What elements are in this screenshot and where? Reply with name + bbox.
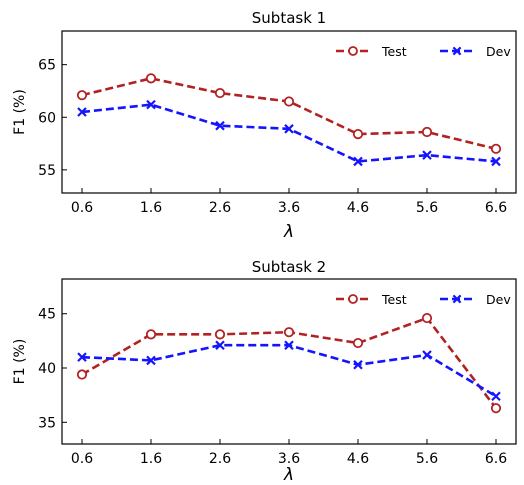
data-point-dev <box>491 156 501 167</box>
y-tick-label: 40 <box>38 361 56 377</box>
chart-title: Subtask 1 <box>252 9 326 27</box>
data-point-test <box>352 337 364 349</box>
data-point-dev <box>422 350 432 360</box>
x-tick-label: 3.6 <box>278 451 300 467</box>
x-tick-label: 6.6 <box>485 200 507 216</box>
data-point-dev <box>284 340 294 350</box>
data-point-test <box>490 143 502 154</box>
series-line-test <box>81 77 497 151</box>
data-point-dev <box>215 340 225 350</box>
x-tick-label: 1.6 <box>140 451 162 467</box>
data-point-test <box>76 369 88 380</box>
x-tick-label: 2.6 <box>209 451 231 467</box>
data-point-test <box>214 329 226 340</box>
x-tick-label: 4.6 <box>347 200 369 216</box>
x-tick-label: 3.6 <box>278 200 300 216</box>
y-tick-label: 35 <box>38 415 56 431</box>
legend-label-test: Test <box>381 292 407 307</box>
chart-title: Subtask 2 <box>252 258 326 276</box>
legend-marker <box>348 294 358 304</box>
legend-label-dev: Dev <box>486 292 511 307</box>
series-line-dev <box>81 343 497 398</box>
chart-panel-1: Subtask 1 0.6 1.6 2.6 3.6 4.6 5.6 6.6 55 60 65 λ F1 … <box>12 9 517 242</box>
x-tick-label: 1.6 <box>140 200 162 216</box>
data-point-test <box>283 327 295 338</box>
data-point-test <box>214 87 226 99</box>
data-point-dev <box>284 124 294 134</box>
data-point-dev <box>215 120 225 131</box>
chart-panel-2: Subtask 2 0.6 1.6 2.6 3.6 4.6 5.6 6.6 35 40 45 λ F1 … <box>12 258 517 485</box>
data-point-dev <box>146 355 156 366</box>
x-tick-label: 5.6 <box>416 200 438 216</box>
data-point-dev <box>77 107 87 117</box>
data-point-dev <box>146 99 156 110</box>
x-tick-label: 0.6 <box>71 200 93 216</box>
legend-marker <box>348 46 358 56</box>
y-axis-label: F1 (%) <box>12 339 28 385</box>
x-tick-label: 0.6 <box>71 451 93 467</box>
data-point-test <box>145 73 157 84</box>
x-axis-label: λ <box>283 222 294 242</box>
data-point-test <box>145 329 157 340</box>
data-point-test <box>352 128 364 140</box>
y-axis-label: F1 (%) <box>12 89 28 135</box>
data-point-dev <box>422 150 432 160</box>
legend-label-test: Test <box>381 44 407 59</box>
y-tick-label: 55 <box>38 163 56 179</box>
x-tick-label: 4.6 <box>347 451 369 467</box>
data-point-dev <box>491 391 501 402</box>
x-tick-label: 5.6 <box>416 451 438 467</box>
plot-frame <box>61 278 517 445</box>
legend-marker <box>452 46 462 56</box>
data-point-dev <box>77 352 87 362</box>
y-tick-label: 60 <box>38 110 56 126</box>
data-point-test <box>421 312 433 324</box>
data-point-test <box>283 96 295 107</box>
y-tick-label: 45 <box>38 307 56 323</box>
data-point-test <box>76 90 88 101</box>
data-point-dev <box>353 156 363 167</box>
data-point-dev <box>353 359 363 370</box>
x-tick-label: 2.6 <box>209 200 231 216</box>
y-tick-label: 65 <box>38 58 56 74</box>
data-point-test <box>490 403 502 414</box>
legend-marker <box>452 294 462 304</box>
x-axis-label: λ <box>283 465 294 485</box>
legend-label-dev: Dev <box>486 44 511 59</box>
data-point-test <box>421 126 433 138</box>
plot-frame <box>61 30 517 194</box>
x-tick-label: 6.6 <box>485 451 507 467</box>
